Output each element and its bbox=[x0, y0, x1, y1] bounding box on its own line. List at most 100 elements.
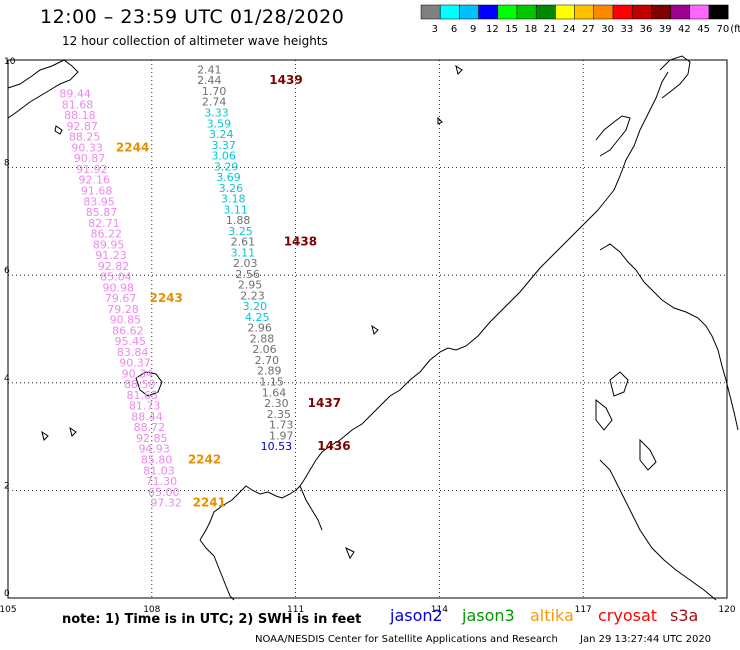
legend-label: 39 bbox=[659, 24, 672, 35]
legend-label: 12 bbox=[486, 24, 499, 35]
wave-height-value: 91.23 bbox=[95, 249, 127, 262]
lon-tick-label: 111 bbox=[287, 605, 304, 615]
altimeter-tracks: 2.412.441.702.743.333.593.243.373.063.29… bbox=[59, 63, 350, 509]
wave-height-value: 71.30 bbox=[146, 475, 178, 488]
wave-height-value: 1.97 bbox=[269, 429, 294, 442]
wave-height-value: 88.18 bbox=[64, 109, 96, 122]
pass-time-label: 2244 bbox=[116, 140, 149, 154]
lat-tick-label: 10 bbox=[4, 57, 16, 67]
lat-tick-label: 8 bbox=[4, 159, 10, 169]
wave-height-value: 79.67 bbox=[105, 292, 137, 305]
wave-height-value: 10.53 bbox=[261, 440, 293, 453]
wave-height-value: 79.28 bbox=[107, 303, 139, 316]
wave-height-value: 1.73 bbox=[269, 419, 294, 432]
pass-time-label: 1437 bbox=[308, 396, 341, 410]
wave-height-value: 90.87 bbox=[74, 152, 106, 165]
wave-height-value: 2.06 bbox=[252, 343, 277, 356]
wave-height-value: 89.95 bbox=[93, 238, 125, 251]
legend-label: 24 bbox=[563, 24, 576, 35]
pass-time-label: 2243 bbox=[149, 291, 182, 305]
wave-height-value: 1.64 bbox=[262, 386, 287, 399]
pass-time-label: 2242 bbox=[188, 453, 221, 467]
wave-height-value: 94.93 bbox=[138, 443, 170, 456]
wave-height-value: 92.16 bbox=[79, 174, 111, 187]
wave-height-value: 2.30 bbox=[264, 397, 289, 410]
coastline bbox=[7, 55, 739, 601]
legend-swatch bbox=[708, 4, 729, 20]
wave-height-value: 88.50 bbox=[124, 378, 156, 391]
wave-height-value: 3.18 bbox=[221, 193, 246, 206]
legend-label: 6 bbox=[451, 24, 457, 35]
pass-time-label: 1439 bbox=[269, 73, 302, 87]
legend-label: 21 bbox=[544, 24, 557, 35]
wave-height-value: 81.68 bbox=[62, 98, 94, 111]
lon-tick-label: 117 bbox=[575, 605, 592, 615]
wave-height-value: 3.33 bbox=[204, 106, 229, 119]
wave-height-value: 83.84 bbox=[117, 346, 149, 359]
legend-label: 36 bbox=[640, 24, 653, 35]
wave-height-value: 3.25 bbox=[228, 225, 253, 238]
wave-height-value: 2.61 bbox=[231, 236, 256, 249]
wave-height-value: 97.32 bbox=[150, 497, 182, 510]
wave-height-value: 1.70 bbox=[202, 85, 227, 98]
wave-height-value: 2.23 bbox=[240, 289, 265, 302]
lat-tick-label: 0 bbox=[4, 589, 10, 599]
wave-height-value: 3.24 bbox=[209, 128, 234, 141]
pass-time-label: 1436 bbox=[317, 439, 350, 453]
wave-height-value: 3.26 bbox=[219, 182, 244, 195]
lon-tick-label: 120 bbox=[718, 605, 735, 615]
legend-unit: (ft) bbox=[730, 24, 740, 35]
satellite-altika: altika bbox=[530, 606, 574, 625]
legend-label: 33 bbox=[620, 24, 633, 35]
wave-height-value: 82.71 bbox=[88, 217, 120, 230]
wave-height-value: 90.85 bbox=[110, 314, 142, 327]
wave-height-value: 81.63 bbox=[126, 389, 158, 402]
wave-height-value: 2.74 bbox=[202, 96, 227, 109]
legend-label: 9 bbox=[470, 24, 476, 35]
wave-height-value: 3.20 bbox=[243, 300, 268, 313]
legend-label: 70 bbox=[716, 24, 729, 35]
wave-height-value: 91.92 bbox=[76, 163, 108, 176]
legend-label: 45 bbox=[697, 24, 710, 35]
wave-height-value: 90.37 bbox=[119, 357, 151, 370]
wave-height-value: 1.15 bbox=[259, 375, 284, 388]
satellite-jason2: jason2 bbox=[390, 606, 443, 625]
wave-height-value: 92.85 bbox=[136, 432, 168, 445]
legend-label: 3 bbox=[432, 24, 438, 35]
wave-height-value: 88.44 bbox=[131, 410, 163, 423]
lat-tick-label: 4 bbox=[4, 374, 10, 384]
wave-height-value: 85.80 bbox=[141, 454, 173, 467]
wave-height-value: 2.44 bbox=[197, 74, 222, 87]
footer-timestamp: Jan 29 13:27:44 UTC 2020 bbox=[580, 634, 712, 645]
wave-height-value: 90.34 bbox=[122, 367, 154, 380]
wave-height-value: 86.62 bbox=[112, 324, 144, 337]
wave-height-value: 85.04 bbox=[100, 271, 132, 284]
legend-label: 27 bbox=[582, 24, 595, 35]
pass-time-label: 1438 bbox=[284, 235, 317, 249]
wave-height-value: 3.37 bbox=[211, 139, 236, 152]
wave-height-value: 1.88 bbox=[226, 214, 251, 227]
wave-height-value: 2.89 bbox=[257, 365, 282, 378]
lon-tick-label: 108 bbox=[143, 605, 160, 615]
wave-height-value: 83.95 bbox=[83, 195, 115, 208]
satellite-jason3: jason3 bbox=[462, 606, 515, 625]
wave-height-value: 2.70 bbox=[255, 354, 280, 367]
wave-height-value: 86.22 bbox=[91, 228, 123, 241]
lat-tick-label: 2 bbox=[4, 481, 10, 491]
wave-height-value: 2.56 bbox=[235, 268, 260, 281]
legend-label: 42 bbox=[678, 24, 691, 35]
wave-height-value: 3.11 bbox=[231, 246, 256, 259]
legend-label: 18 bbox=[524, 24, 537, 35]
wave-height-value: 88.72 bbox=[134, 421, 166, 434]
wave-height-value: 65.00 bbox=[148, 486, 180, 499]
wave-height-value: 81.03 bbox=[143, 464, 175, 477]
lat-tick-label: 6 bbox=[4, 266, 10, 276]
wave-height-value: 3.59 bbox=[207, 117, 232, 130]
legend-label: 30 bbox=[601, 24, 614, 35]
wave-height-value: 3.11 bbox=[223, 203, 248, 216]
wave-height-value: 89.44 bbox=[59, 88, 91, 101]
pass-time-label: 2241 bbox=[193, 496, 226, 510]
footer-credit: NOAA/NESDIS Center for Satellite Applica… bbox=[255, 634, 558, 645]
